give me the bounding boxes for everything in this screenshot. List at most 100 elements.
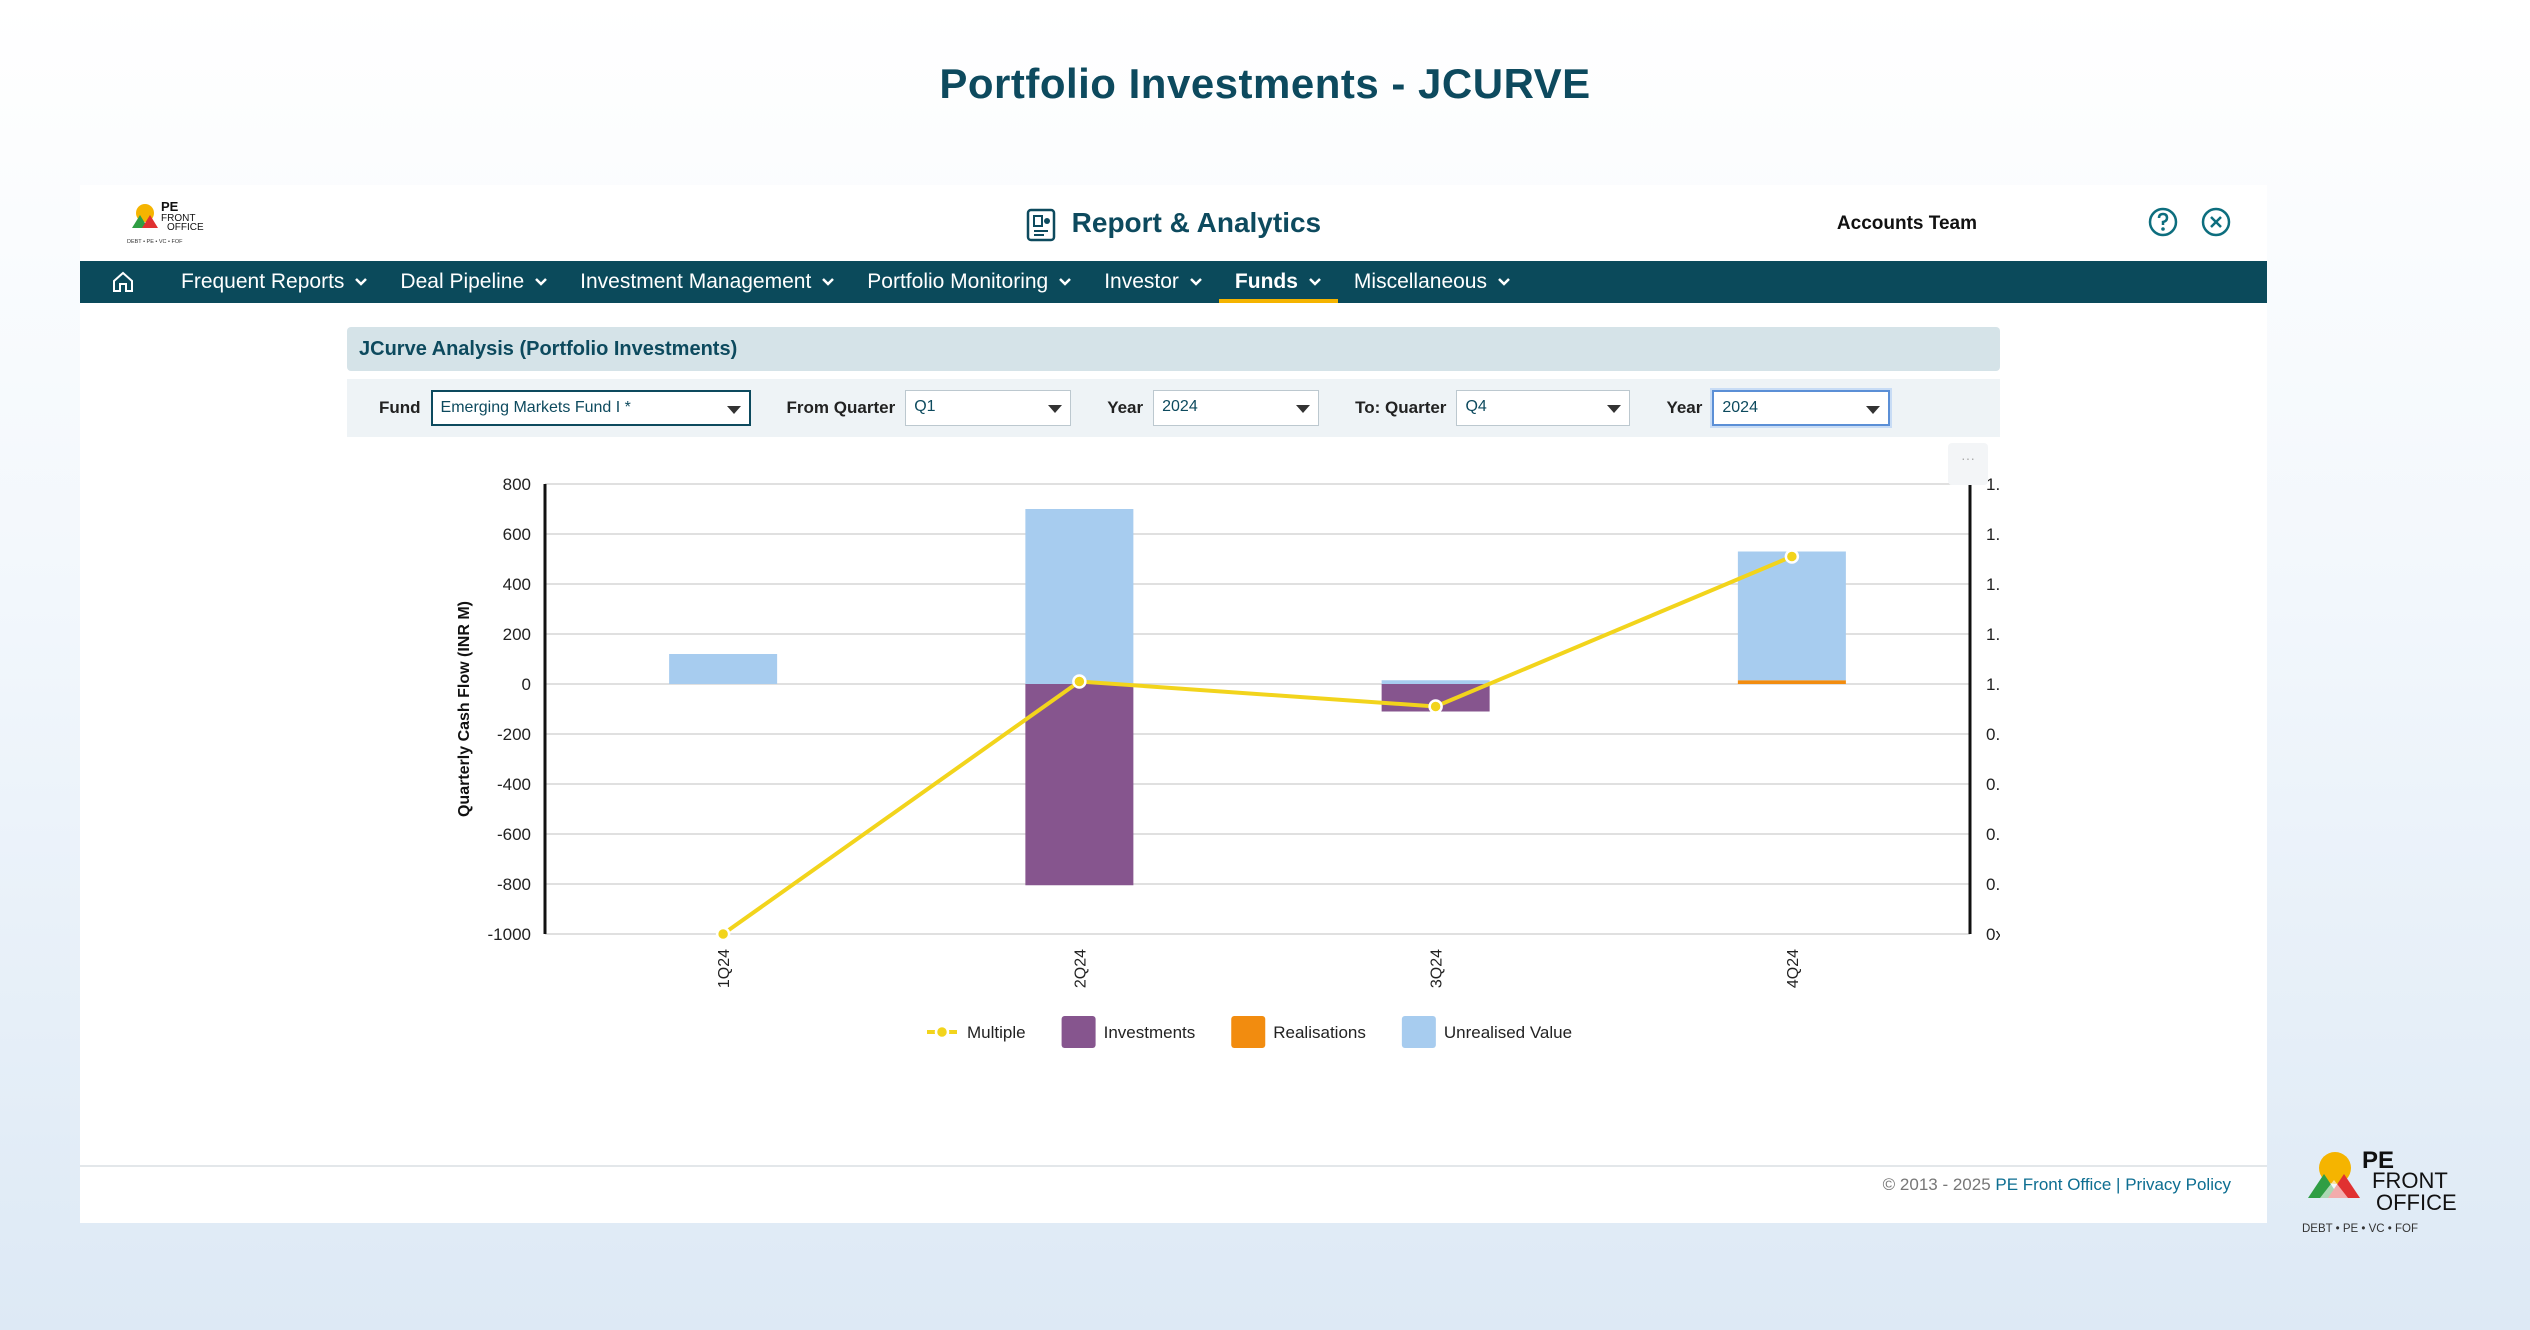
fund-select-value: Emerging Markets Fund I * <box>440 399 631 416</box>
to-quarter-label: To: Quarter <box>1355 398 1447 417</box>
y-tick-label: -1000 <box>488 925 531 944</box>
bar-unrealised-value <box>1381 680 1490 684</box>
panel-title: JCurve Analysis (Portfolio Investments) <box>347 327 2000 371</box>
privacy-policy-link[interactable]: Privacy Policy <box>2125 1175 2231 1194</box>
to-year-label: Year <box>1666 398 1703 417</box>
chevron-down-icon <box>1498 278 1510 286</box>
footer-brand-link[interactable]: PE Front Office <box>1995 1175 2112 1194</box>
nav-label: Portfolio Monitoring <box>867 270 1049 293</box>
to-year-select[interactable]: 2024 <box>1712 390 1891 426</box>
home-button[interactable] <box>80 261 165 303</box>
chevron-down-icon <box>1190 278 1202 286</box>
jcurve-chart: 800 600 400 200 0 -200 -400 -600 -800 -1000 1.8x 1.… <box>456 475 2053 1048</box>
multiple-point <box>1072 674 1087 689</box>
help-icon[interactable] <box>2147 206 2179 238</box>
corner-pe-front-office-logo: PE FRONT OFFICE DEBT • PE • VC • FOF <box>2302 1147 2457 1235</box>
y-tick-label: 600 <box>503 525 531 544</box>
to-quarter-value: Q4 <box>1465 398 1487 415</box>
bar-realisations <box>1737 680 1846 684</box>
legend-multiple-marker <box>934 1024 950 1040</box>
slide-title: Portfolio Investments - JCURVE <box>939 60 1591 107</box>
from-quarter-value: Q1 <box>914 398 936 415</box>
page-title: Report & Analytics <box>80 207 2267 242</box>
nav-portfolio-monitoring[interactable]: Portfolio Monitoring <box>851 261 1088 303</box>
nav-frequent-reports[interactable]: Frequent Reports <box>165 261 384 303</box>
nav-deal-pipeline[interactable]: Deal Pipeline <box>384 261 564 303</box>
account-name[interactable]: Accounts Team <box>1836 213 1977 234</box>
multiple-point <box>1784 549 1800 564</box>
from-quarter-select[interactable]: Q1 <box>905 390 1072 426</box>
multiple-line <box>721 554 1793 936</box>
nav-miscellaneous[interactable]: Miscellaneous <box>1338 261 1527 303</box>
from-quarter-label: From Quarter <box>786 398 896 417</box>
corner-logo-line3: OFFICE <box>2376 1190 2457 1215</box>
y2-tick-label: 1.6x <box>1986 525 2000 544</box>
y-tick-label: 400 <box>503 575 531 594</box>
nav-funds[interactable]: Funds <box>1218 261 1338 303</box>
logo-line3: OFFICE <box>167 222 204 233</box>
chevron-down-icon <box>355 278 368 286</box>
y-tick-label: -400 <box>497 775 531 794</box>
bar-investments <box>1025 684 1134 886</box>
y2-tick-label: 1.2x <box>1986 625 2000 644</box>
y-tick-label: 800 <box>503 475 531 494</box>
from-year-label: Year <box>1107 398 1144 417</box>
chevron-down-icon <box>1059 278 1072 286</box>
close-icon[interactable] <box>2200 206 2232 238</box>
nav-investor[interactable]: Investor <box>1088 261 1219 303</box>
y-tick-label: 200 <box>503 625 531 644</box>
y2-tick-label: 1.0x <box>1986 675 2000 694</box>
bar-unrealised-value <box>1025 509 1134 684</box>
legend-swatch-investments <box>1061 1016 1096 1048</box>
legend-swatch-unrealised-value <box>1401 1016 1436 1048</box>
y-tick-label: -200 <box>497 725 531 744</box>
footer-copyright: © 2013 - 2025 <box>1882 1175 1991 1194</box>
nav-investment-management[interactable]: Investment Management <box>564 261 851 303</box>
x-tick-label: 1Q24 <box>716 949 733 988</box>
logo-line1: PE <box>161 199 179 214</box>
y-tick-label: -800 <box>497 875 531 894</box>
chevron-down-icon <box>822 278 835 286</box>
app-window: PE FRONT OFFICE DEBT • PE • VC • FOF Rep… <box>80 185 2267 1223</box>
logo-line2: FRONT <box>161 213 195 224</box>
chevron-down-icon <box>535 278 548 286</box>
legend-swatch-realisations <box>1231 1016 1266 1048</box>
corner-logo-line1: PE <box>2362 1147 2394 1174</box>
corner-logo-line2: FRONT <box>2372 1168 2448 1193</box>
legend-label: Investments <box>1104 1023 1196 1042</box>
x-tick-label: 2Q24 <box>1072 949 1089 988</box>
legend-label: Realisations <box>1273 1023 1366 1042</box>
menu-icon[interactable]: ··· <box>1948 443 1988 485</box>
corner-logo-tagline: DEBT • PE • VC • FOF <box>2302 1223 2418 1235</box>
to-quarter-select[interactable]: Q4 <box>1456 390 1631 426</box>
from-year-select[interactable]: 2024 <box>1153 390 1320 426</box>
legend-label: Unrealised Value <box>1444 1023 1572 1042</box>
nav-label: Deal Pipeline <box>400 270 525 293</box>
dropdown-caret-icon <box>726 406 741 414</box>
to-year-value: 2024 <box>1722 399 1758 416</box>
report-icon <box>1026 208 1056 241</box>
page-title-text: Report & Analytics <box>1071 207 1322 238</box>
y2-tick-label: 0.4x <box>1986 825 2000 844</box>
footer-separator: | <box>2116 1175 2121 1194</box>
y-tick-label: 0 <box>522 675 531 694</box>
fund-label: Fund <box>379 398 421 417</box>
bar-unrealised-value <box>669 654 778 684</box>
nav-label: Funds <box>1234 270 1298 293</box>
dropdown-caret-icon <box>1607 405 1622 413</box>
multiple-point <box>1428 699 1443 714</box>
nav-label: Investor <box>1104 270 1179 293</box>
nav-label: Investment Management <box>580 270 812 293</box>
jcurve-chart-container: 800 600 400 200 0 -200 -400 -600 -800 -1000 1.8x 1.… <box>347 437 2053 1157</box>
y2-tick-label: 0x <box>1986 925 2000 944</box>
pe-front-office-logo[interactable]: PE FRONT OFFICE DEBT • PE • VC • FOF <box>125 195 225 253</box>
footer: © 2013 - 2025 PE Front Office | Privacy … <box>1883 1175 2231 1195</box>
from-year-value: 2024 <box>1162 398 1198 415</box>
logo-tagline: DEBT • PE • VC • FOF <box>127 239 183 245</box>
y-tick-label: -600 <box>497 825 531 844</box>
dropdown-caret-icon <box>1296 405 1311 413</box>
chevron-down-icon <box>1309 278 1321 286</box>
home-icon <box>112 271 133 292</box>
footer-divider <box>80 1165 2267 1167</box>
fund-select[interactable]: Emerging Markets Fund I * <box>430 390 751 426</box>
